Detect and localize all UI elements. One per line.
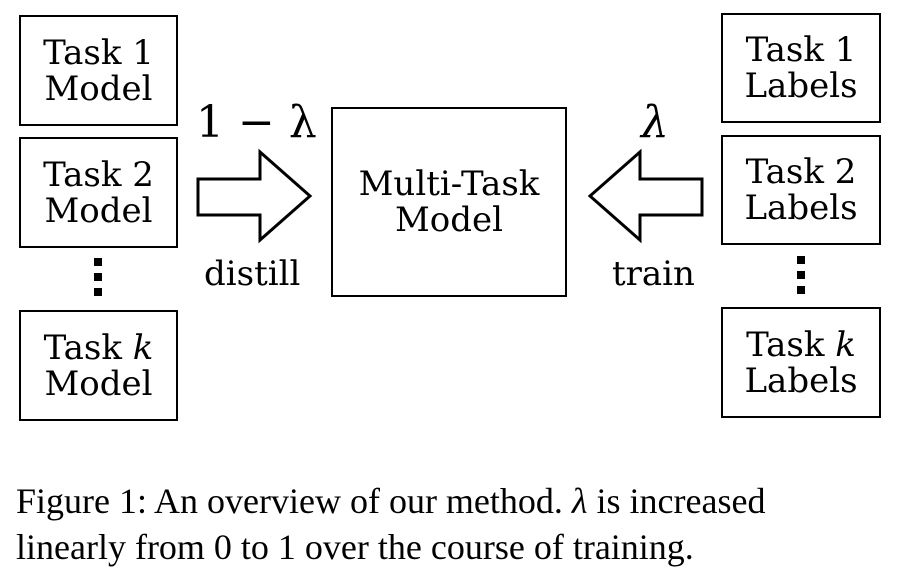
distill-label: distill: [204, 254, 301, 294]
box-line: Labels: [744, 66, 858, 106]
box-line: Task k: [746, 324, 856, 365]
caption-line: linearly from 0 to 1 over the course of …: [16, 527, 694, 567]
box-line: Model: [394, 200, 504, 240]
distill-weight-label: 1 − λ: [196, 97, 317, 148]
train-arrow: [587, 148, 704, 244]
caption-line: Figure 1: An overview of our method. λ i…: [16, 481, 766, 521]
box-line: Task k: [43, 327, 154, 368]
task-2-labels-box: Task 2 Labels: [721, 135, 881, 245]
box-line: Task 1: [43, 32, 154, 73]
box-line: Labels: [744, 188, 858, 228]
vertical-ellipsis: [797, 256, 805, 301]
box-line: Task 2: [43, 154, 154, 195]
box-line: Task 1: [745, 30, 857, 70]
task-2-model-box: Task 2 Model: [19, 137, 178, 248]
train-label: train: [612, 254, 695, 294]
box-line: Labels: [744, 360, 858, 401]
train-weight-label: λ: [641, 97, 669, 148]
figure-caption: Figure 1: An overview of our method. λ i…: [16, 478, 906, 570]
box-line: Multi-Task: [358, 164, 540, 204]
task-k-model-box: Task k Model: [19, 310, 178, 421]
multi-task-model-box: Multi-Task Model: [331, 107, 567, 297]
box-line: Task 2: [745, 152, 857, 192]
task-k-labels-box: Task k Labels: [721, 307, 881, 418]
box-line: Model: [44, 190, 153, 231]
vertical-ellipsis: [94, 258, 102, 303]
box-line: Model: [44, 68, 153, 109]
task-1-labels-box: Task 1 Labels: [721, 13, 881, 123]
distill-arrow: [196, 148, 313, 244]
task-1-model-box: Task 1 Model: [19, 15, 178, 126]
box-line: Model: [44, 363, 153, 404]
